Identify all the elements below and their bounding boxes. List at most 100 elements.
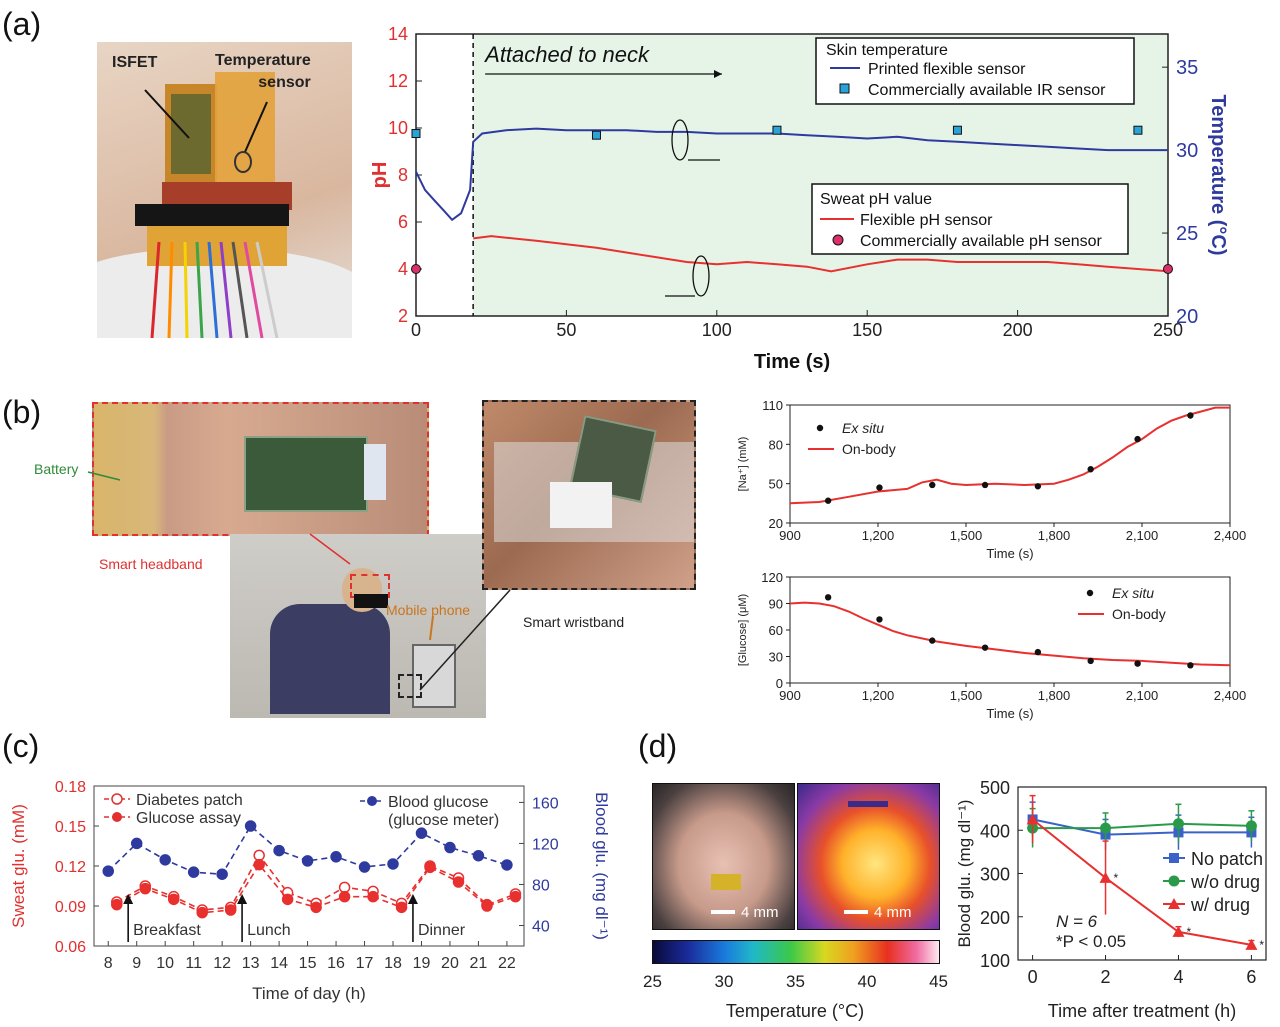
x-tick-label: 2,400: [1214, 528, 1247, 543]
legend-label-ph-commercial: Commercially available pH sensor: [860, 233, 1103, 250]
legend-label-ir: Commercially available IR sensor: [868, 82, 1106, 99]
ex-situ-point: [1087, 466, 1094, 473]
scale-label-2: 4 mm: [874, 904, 912, 921]
x-tick-label: 18: [384, 955, 402, 972]
series-point: [301, 855, 314, 867]
y-axis-title: [Glucose] (μM): [737, 594, 749, 666]
ir-sensor-point: [772, 125, 782, 135]
x-tick-label: 2,400: [1214, 688, 1247, 703]
ir-sensor-point: [952, 125, 962, 135]
x-tick-label: 900: [779, 688, 801, 703]
ex-situ-point: [1187, 662, 1194, 669]
y-right-tick-label: 30: [1176, 140, 1198, 162]
legend-ph-box: [811, 183, 1129, 255]
y-right-tick-label: 35: [1176, 57, 1198, 79]
series-line: [1032, 818, 1252, 836]
y-axis-title: [Na⁺] (mM): [737, 437, 749, 492]
ex-situ-point: [1187, 412, 1194, 419]
series-point: [424, 861, 436, 874]
x-tick-label: 9: [132, 955, 141, 972]
chart-glucose-sweat: 900 1,200 1,500 1,800 2,100 2,400 0 30 60 90 120 Ti…: [737, 570, 1247, 721]
series-point: [253, 849, 265, 862]
attach-arrowhead: [714, 70, 722, 78]
thermal-image: 4 mm: [797, 783, 940, 930]
y-left-tick-label: 12: [388, 71, 408, 91]
annotation-n: N = 6: [1056, 912, 1098, 931]
series-point: [501, 859, 513, 871]
y-right-axis-title: Temperature (°C): [1207, 95, 1229, 256]
y-left-tick-label: 0.18: [55, 779, 86, 796]
meal-arrowhead: [123, 894, 134, 904]
x-tick-label: 200: [1003, 320, 1033, 340]
panel-label-c: (c): [2, 728, 40, 764]
plot-frame: [789, 576, 1231, 684]
y-left-tick-label: 4: [398, 259, 408, 279]
x-tick-label: 1,500: [950, 688, 983, 703]
legend-label-assay: Glucose assay: [136, 810, 241, 827]
legend-marker-ir: [839, 83, 850, 94]
x-tick-label: 2: [1101, 967, 1111, 987]
point-w-drug: [1245, 938, 1258, 950]
smart-headband-label: Smart headband: [99, 556, 203, 572]
series-point: [367, 890, 379, 903]
x-tick-label: 17: [356, 955, 374, 972]
y-tick-label: 100: [980, 951, 1010, 971]
y-right-tick-label: 40: [532, 918, 550, 935]
y-tick-label: 110: [762, 398, 783, 413]
meal-label: Breakfast: [133, 922, 201, 939]
y-tick-label: 400: [980, 821, 1010, 841]
colorbar-tick: 30: [714, 972, 734, 991]
meal-arrowhead: [237, 894, 248, 904]
scale-label-1: 4 mm: [741, 904, 779, 921]
legend-label-patch: Diabetes patch: [136, 792, 243, 809]
isfet-label: ISFET: [112, 54, 158, 71]
legend-label: w/ drug: [1190, 895, 1250, 915]
y-left-tick-label: 0.12: [55, 859, 86, 876]
series-point: [159, 854, 171, 866]
wristband-photo: [482, 400, 696, 590]
y-tick-label: 60: [769, 623, 783, 638]
chart-diabetes-patch: 8 9 10 11 12 13 14 15 16 17 18 19 20 21 22 0.06 0.09 0.12…: [9, 779, 611, 1003]
x-tick-label: 2,100: [1126, 688, 1159, 703]
scale-bar-2: [844, 910, 868, 914]
x-tick-label: 12: [213, 955, 231, 972]
annotation-attached: Attached to neck: [483, 42, 650, 67]
point-w-drug: [1099, 871, 1112, 883]
x-axis-title: Time (s): [754, 351, 830, 373]
y-left-tick-label: 0.15: [55, 819, 86, 836]
ex-situ-point: [1034, 483, 1042, 490]
x-tick-label: 1,500: [950, 528, 983, 543]
ph-sensor-point: [411, 264, 421, 274]
x-tick-label: 100: [702, 320, 732, 340]
series-line: [1032, 822, 1252, 830]
legend-label-ex-situ: Ex situ: [1112, 585, 1154, 601]
ex-situ-point: [929, 637, 936, 644]
smart-wristband-label: Smart wristband: [523, 614, 625, 630]
headband-circuit: [244, 436, 368, 512]
legend-label-ph: Flexible pH sensor: [860, 212, 993, 229]
series-point: [253, 858, 265, 871]
y-left-tick-label: 2: [398, 306, 408, 326]
colorbar-tick: 40: [857, 972, 877, 991]
plot-frame: [789, 404, 1231, 524]
series-point: [358, 861, 371, 873]
series-line: [107, 824, 508, 876]
y-tick-label: 500: [980, 778, 1010, 798]
series-point: [338, 881, 351, 894]
y-tick-label: 200: [980, 908, 1010, 928]
x-tick-label: 0: [1028, 967, 1038, 987]
series-point: [330, 851, 342, 863]
series-point: [415, 827, 428, 839]
ir-sensor-point: [1133, 125, 1143, 135]
x-tick-label: 1,200: [862, 528, 895, 543]
x-axis-title: Time of day (h): [252, 984, 366, 1003]
y-right-tick-label: 80: [532, 877, 550, 894]
y-right-tick-label: 120: [532, 836, 559, 853]
ex-situ-point: [876, 484, 883, 491]
y-left-tick-label: 0.06: [55, 939, 86, 956]
headband-sensor: [364, 444, 386, 500]
legend-ph-title: Sweat pH value: [820, 191, 932, 208]
x-tick-label: 900: [779, 528, 801, 543]
x-tick-label: 1,800: [1038, 528, 1071, 543]
legend-marker-circle: [1168, 875, 1180, 887]
